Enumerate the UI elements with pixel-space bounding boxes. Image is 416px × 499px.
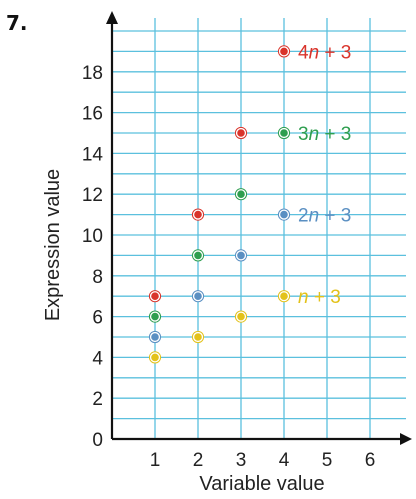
y-tick-label: 10 bbox=[82, 226, 103, 247]
problem-number: 7. bbox=[6, 11, 28, 35]
series-label-marker bbox=[278, 290, 290, 302]
data-points bbox=[148, 126, 248, 364]
x-tick-label: 2 bbox=[193, 450, 204, 471]
series-label: 3n + 3 bbox=[298, 124, 351, 145]
x-tick-label: 5 bbox=[322, 450, 333, 471]
data-point-ring bbox=[234, 188, 248, 201]
data-point bbox=[149, 331, 161, 343]
data-point bbox=[149, 290, 161, 302]
y-tick-label: 8 bbox=[92, 267, 103, 288]
series-label-marker-ring bbox=[277, 126, 291, 140]
data-point bbox=[192, 331, 204, 343]
series-label: 2n + 3 bbox=[298, 206, 351, 227]
y-tick-label: 6 bbox=[92, 308, 103, 329]
y-tick-label: 4 bbox=[92, 348, 103, 369]
series-label-marker bbox=[278, 46, 290, 57]
series-label: n + 3 bbox=[298, 287, 341, 308]
axes bbox=[106, 11, 412, 445]
data-point-ring bbox=[148, 290, 162, 303]
x-tick-label: 1 bbox=[150, 450, 161, 471]
data-point-ring bbox=[234, 126, 248, 140]
data-point bbox=[192, 209, 204, 220]
data-point bbox=[192, 290, 204, 302]
data-point-ring bbox=[191, 249, 205, 262]
data-point-ring bbox=[148, 351, 162, 364]
data-point-ring bbox=[191, 208, 205, 221]
data-point bbox=[235, 311, 247, 322]
y-axis-label: Expression value bbox=[42, 169, 64, 321]
x-axis-label: Variable value bbox=[199, 473, 324, 495]
data-point-ring bbox=[148, 330, 162, 344]
series-label-marker-ring bbox=[277, 45, 291, 58]
grid bbox=[112, 18, 406, 439]
data-point-ring bbox=[148, 310, 162, 323]
x-axis-arrow bbox=[400, 433, 412, 445]
data-point bbox=[235, 249, 247, 261]
data-point-ring bbox=[191, 290, 205, 303]
data-point bbox=[235, 127, 247, 139]
series-label-marker-ring bbox=[277, 290, 291, 303]
y-tick-label: 0 bbox=[92, 430, 103, 451]
x-tick-label: 3 bbox=[236, 450, 247, 471]
data-point bbox=[149, 351, 161, 363]
series-label-marker bbox=[278, 127, 290, 139]
x-tick-label: 4 bbox=[279, 450, 290, 471]
series-label: 4n + 3 bbox=[298, 42, 351, 63]
y-tick-label: 16 bbox=[82, 104, 103, 125]
x-tick-label: 6 bbox=[365, 450, 376, 471]
y-tick-label: 2 bbox=[92, 389, 103, 410]
series-label-marker bbox=[278, 209, 290, 220]
data-point bbox=[149, 311, 161, 322]
data-point bbox=[192, 249, 204, 261]
y-axis-arrow bbox=[106, 11, 118, 24]
data-point bbox=[235, 188, 247, 200]
series-labels: 4n + 3 3n + 3 2n + 3 n + 3 bbox=[277, 42, 351, 308]
y-tick-label: 18 bbox=[82, 63, 103, 84]
data-point-ring bbox=[191, 330, 205, 344]
y-tick-label: 12 bbox=[82, 185, 103, 206]
y-tick-label: 14 bbox=[82, 144, 104, 165]
data-point-ring bbox=[234, 310, 248, 323]
data-point-ring bbox=[234, 249, 248, 262]
series-label-marker-ring bbox=[277, 208, 291, 221]
